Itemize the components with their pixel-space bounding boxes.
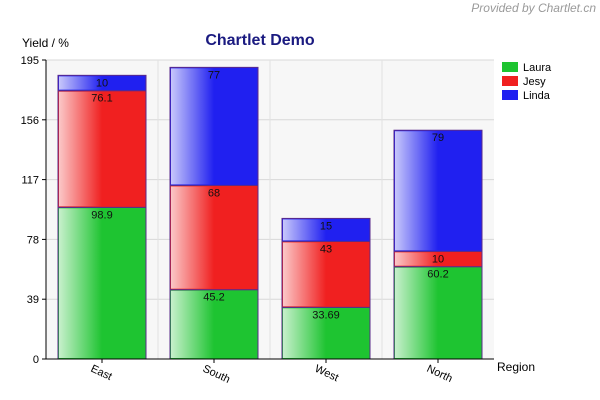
y-axis-ticks: 0 39 78 117 156 195 <box>21 55 46 366</box>
bar-shine-west-linda <box>283 219 369 241</box>
data-label-west-jesy: 43 <box>320 243 332 255</box>
x-tick-label-east: East <box>89 363 114 383</box>
x-axis-label: Region <box>497 360 535 374</box>
legend-label-linda: Linda <box>523 90 551 102</box>
data-label-west-linda: 15 <box>320 220 332 232</box>
legend-label-laura: Laura <box>523 62 552 74</box>
y-tick-label-39: 39 <box>27 294 39 306</box>
x-tick-label-north: North <box>425 363 454 385</box>
bar-shine-west-jesy <box>283 242 369 307</box>
bar-shine-west-laura <box>283 308 369 358</box>
bar-shine-east-linda <box>59 76 145 90</box>
y-tick-label-78: 78 <box>27 234 39 246</box>
data-label-north-linda: 79 <box>432 132 444 144</box>
bar-shine-east-laura <box>59 208 145 358</box>
data-label-south-laura: 45.2 <box>203 292 224 304</box>
data-labels: 98.9 76.1 10 45.2 68 77 33.69 43 15 60.2 10 79 <box>91 69 448 321</box>
y-tick-label-195: 195 <box>21 55 39 67</box>
legend: Laura Jesy Linda <box>502 62 552 102</box>
bar-shine-south-linda <box>171 68 257 185</box>
bar-shine-south-laura <box>171 290 257 358</box>
data-label-south-linda: 77 <box>208 69 220 81</box>
credit-text: Provided by Chartlet.cn <box>471 1 596 15</box>
data-label-east-linda: 10 <box>96 77 108 89</box>
y-tick-label-117: 117 <box>21 175 39 187</box>
y-tick-label-0: 0 <box>33 354 39 366</box>
data-label-north-jesy: 10 <box>432 253 444 265</box>
bar-stacks <box>57 66 483 360</box>
data-label-south-jesy: 68 <box>208 187 220 199</box>
bar-shine-north-jesy <box>395 252 481 266</box>
y-axis-label: Yield / % <box>22 36 69 50</box>
data-label-east-laura: 98.9 <box>91 209 112 221</box>
data-label-west-laura: 33.69 <box>312 309 340 321</box>
data-label-east-jesy: 76.1 <box>91 93 112 105</box>
bar-shine-east-jesy <box>59 91 145 207</box>
bar-shine-north-linda <box>395 131 481 251</box>
x-axis-ticks: East South West North <box>89 359 454 386</box>
data-label-north-laura: 60.2 <box>427 269 448 281</box>
legend-swatch-laura <box>502 62 518 72</box>
bar-shine-north-laura <box>395 267 481 358</box>
bar-shine-south-jesy <box>171 186 257 289</box>
x-tick-label-west: West <box>313 363 341 384</box>
legend-label-jesy: Jesy <box>523 76 546 88</box>
y-tick-label-156: 156 <box>21 115 39 127</box>
legend-swatch-jesy <box>502 76 518 86</box>
legend-swatch-linda <box>502 90 518 100</box>
chart-title: Chartlet Demo <box>205 32 315 49</box>
x-tick-label-south: South <box>201 363 232 386</box>
